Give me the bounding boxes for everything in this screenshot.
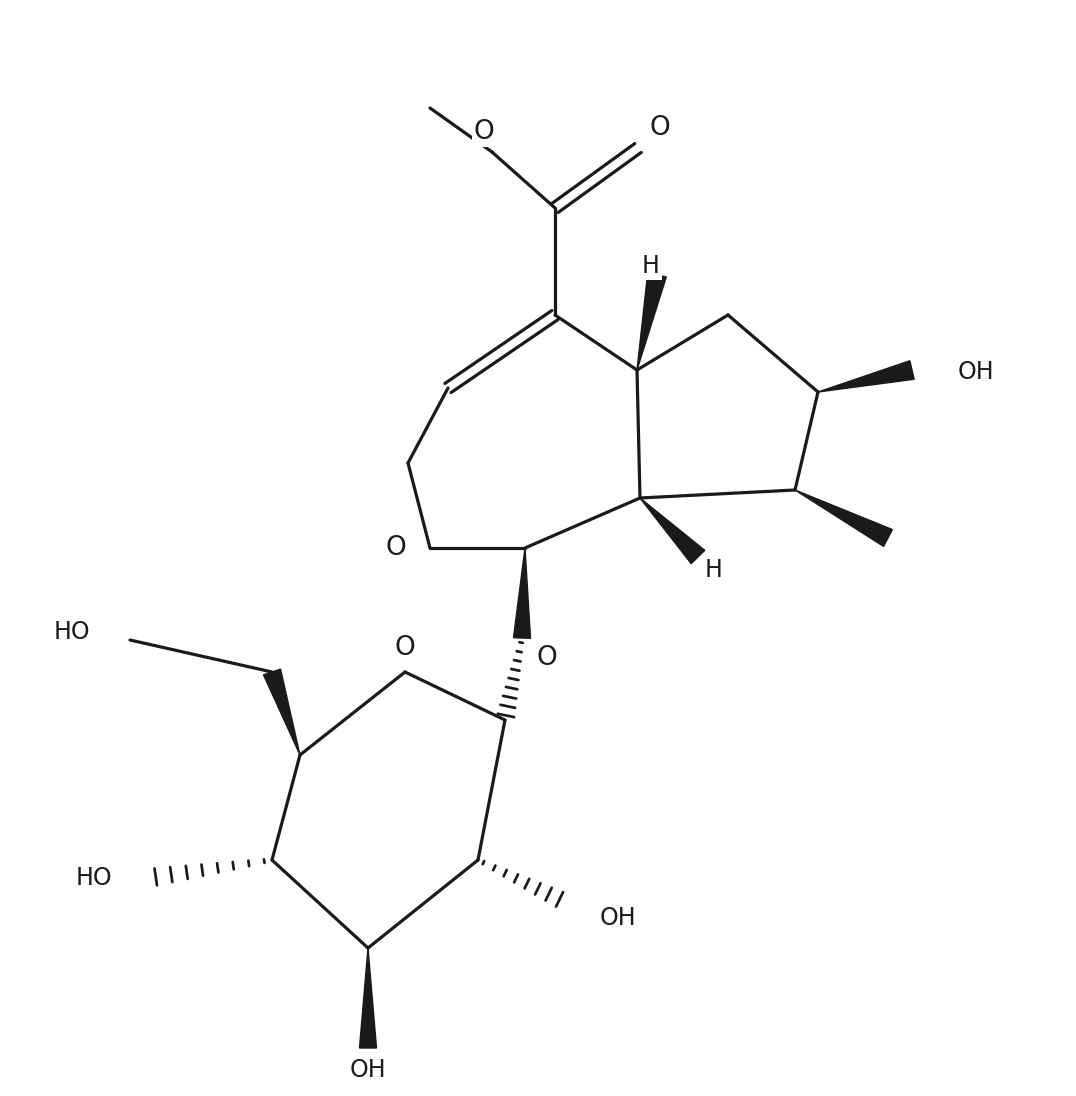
Text: O: O (650, 115, 670, 141)
Polygon shape (359, 948, 377, 1048)
Text: OH: OH (350, 1058, 386, 1082)
Polygon shape (795, 490, 892, 547)
Text: O: O (385, 535, 407, 561)
Polygon shape (637, 273, 666, 370)
Polygon shape (513, 548, 530, 638)
Polygon shape (818, 361, 915, 392)
Polygon shape (264, 670, 300, 755)
Polygon shape (640, 498, 705, 563)
Text: H: H (642, 254, 660, 278)
Text: OH: OH (958, 359, 994, 384)
Text: HO: HO (54, 620, 90, 644)
Text: OH: OH (600, 906, 637, 931)
Text: O: O (395, 635, 415, 661)
Text: O: O (537, 646, 557, 671)
Text: HO: HO (75, 866, 112, 890)
Text: H: H (705, 558, 723, 582)
Text: O: O (473, 119, 494, 145)
